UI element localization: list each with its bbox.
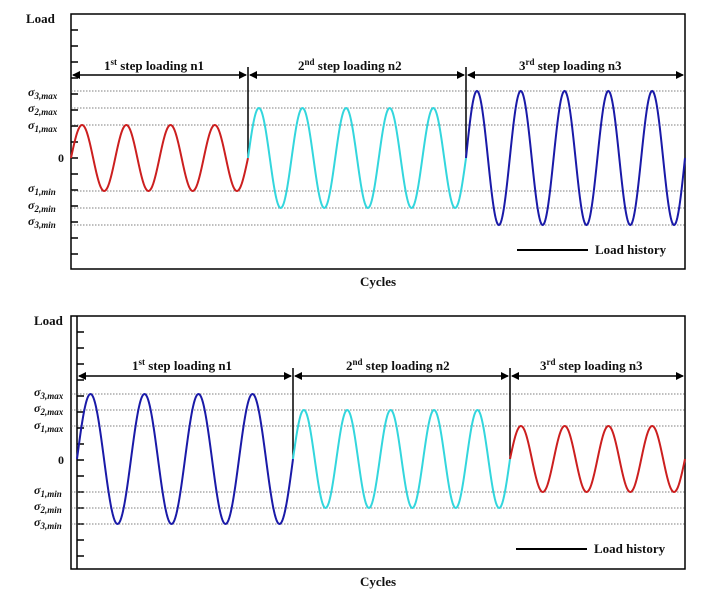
step-arrows (78, 368, 684, 459)
zero-label: 0 (58, 151, 64, 165)
load-curve-step-1 (70, 123, 249, 193)
level-gridlines (71, 393, 685, 525)
level-label-s1max: σ1,max (34, 418, 64, 434)
level-label-s2max: σ2,max (28, 101, 58, 117)
arrow-head-right (457, 71, 465, 79)
legend-label: Load history (595, 242, 667, 257)
x-axis-label: Cycles (360, 574, 396, 589)
arrow-head-left (467, 71, 475, 79)
level-label-s1max: σ1,max (28, 118, 58, 134)
level-label-s2max: σ2,max (34, 401, 64, 417)
level-label-s3max: σ3,max (34, 385, 64, 401)
y-axis-label: Load (34, 313, 64, 328)
arrow-head-left (249, 71, 257, 79)
y-ticks (71, 29, 78, 255)
y-ticks (76, 316, 84, 569)
load-curve-step-2 (247, 106, 467, 210)
level-label-s3min: σ3,min (34, 515, 62, 531)
arrow-head-right (676, 372, 684, 380)
y-axis-label: Load (26, 11, 56, 26)
panel-bottom: Load Cycles 0 σ3,max σ2,max σ1,max σ1,mi… (34, 313, 686, 589)
arrow-head-left (294, 372, 302, 380)
level-gridlines (71, 90, 685, 226)
step-label-2: 2nd step loading n2 (298, 57, 402, 73)
arrow-head-left (511, 372, 519, 380)
step-label-3: 3rd step loading n3 (540, 357, 643, 373)
level-label-s2min: σ2,min (28, 198, 56, 214)
arrow-head-right (501, 372, 509, 380)
load-curve-step-2 (292, 408, 511, 510)
step-label-1: 1st step loading n1 (104, 57, 204, 73)
level-label-s1min: σ1,min (28, 181, 56, 197)
arrow-head-left (78, 372, 86, 380)
x-axis-label: Cycles (360, 274, 396, 289)
load-curve-step-1 (76, 392, 294, 526)
load-curves (76, 392, 686, 526)
step-label-2: 2nd step loading n2 (346, 357, 450, 373)
plot-frame (70, 315, 686, 570)
load-curves (70, 89, 686, 227)
level-label-s3min: σ3,min (28, 214, 56, 230)
arrow-head-left (72, 71, 80, 79)
step-label-3: 3rd step loading n3 (519, 57, 622, 73)
load-curve-step-3 (465, 89, 686, 227)
panel-top: Load Cycles 0 σ3,max σ2,max σ1,max σ1,mi… (26, 11, 686, 289)
level-label-s3max: σ3,max (28, 85, 58, 101)
level-label-s2min: σ2,min (34, 499, 62, 515)
arrow-head-right (676, 71, 684, 79)
level-label-s1min: σ1,min (34, 483, 62, 499)
arrow-head-right (239, 71, 247, 79)
legend-label: Load history (594, 541, 666, 556)
zero-label: 0 (58, 453, 64, 467)
arrow-head-right (284, 372, 292, 380)
step-label-1: 1st step loading n1 (132, 357, 232, 373)
load-curve-step-3 (509, 424, 686, 494)
step-arrows (72, 67, 684, 158)
